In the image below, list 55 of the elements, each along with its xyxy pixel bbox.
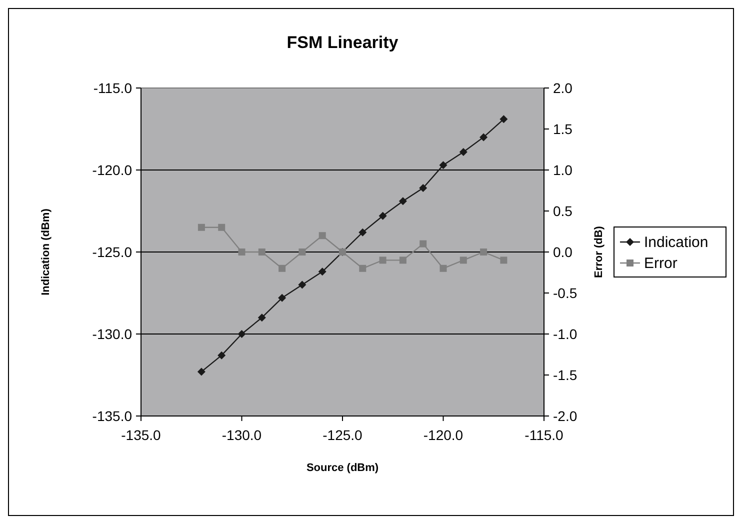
point [218,224,226,231]
x-tick-label: -130.0 [222,427,262,443]
y2-tick-label: 0.5 [553,203,573,219]
point [258,248,266,256]
y-tick-label: -120.0 [92,162,132,178]
y2-tick-label: -0.5 [553,285,578,301]
point [379,256,386,264]
point [459,148,468,156]
y2-tick-label: 2.0 [553,80,573,96]
point [218,351,226,360]
y2-tick-label: 1.0 [553,162,573,178]
y2-axis-title: Error (dB) [593,226,605,278]
point [238,330,246,338]
point [440,264,447,272]
point [197,368,206,376]
x-axis-title: Source (dBm) [306,462,379,474]
point [258,314,266,322]
y2-tick-label: -2.0 [553,408,578,424]
y2-tick-label: -1.0 [553,326,578,342]
point [298,280,306,289]
y2-tick-label: 1.5 [553,121,573,137]
point [238,248,246,256]
point [500,256,508,264]
point [378,212,387,220]
point [399,256,406,264]
point [480,133,488,142]
point [318,232,326,240]
point [439,161,448,170]
point [480,248,488,256]
point [198,224,205,231]
y-tick-label: -130.0 [92,326,132,342]
point [500,115,508,124]
point [460,256,467,264]
point [278,294,286,302]
y-tick-label: -125.0 [92,244,132,260]
point [419,184,428,192]
y2-tick-label: -1.5 [553,367,578,383]
point [318,268,326,276]
x-tick-label: -125.0 [322,427,363,443]
legend-label: Indication [644,234,708,251]
point [420,240,427,248]
x-tick-label: -135.0 [121,427,162,443]
y-tick-label: -135.0 [92,408,132,424]
chart-title: FSM Linearity [286,33,399,52]
y-tick-label: -115.0 [93,80,132,96]
point [278,264,286,272]
point [358,228,367,236]
x-tick-label: -115.0 [524,427,564,443]
x-tick-label: -120.0 [423,427,464,443]
point [398,197,407,206]
legend-label: Error [644,255,678,272]
y2-tick-label: 0.0 [553,244,573,260]
point [298,248,306,256]
point [359,264,366,272]
y-axis-title: Indication (dBm) [40,208,52,296]
